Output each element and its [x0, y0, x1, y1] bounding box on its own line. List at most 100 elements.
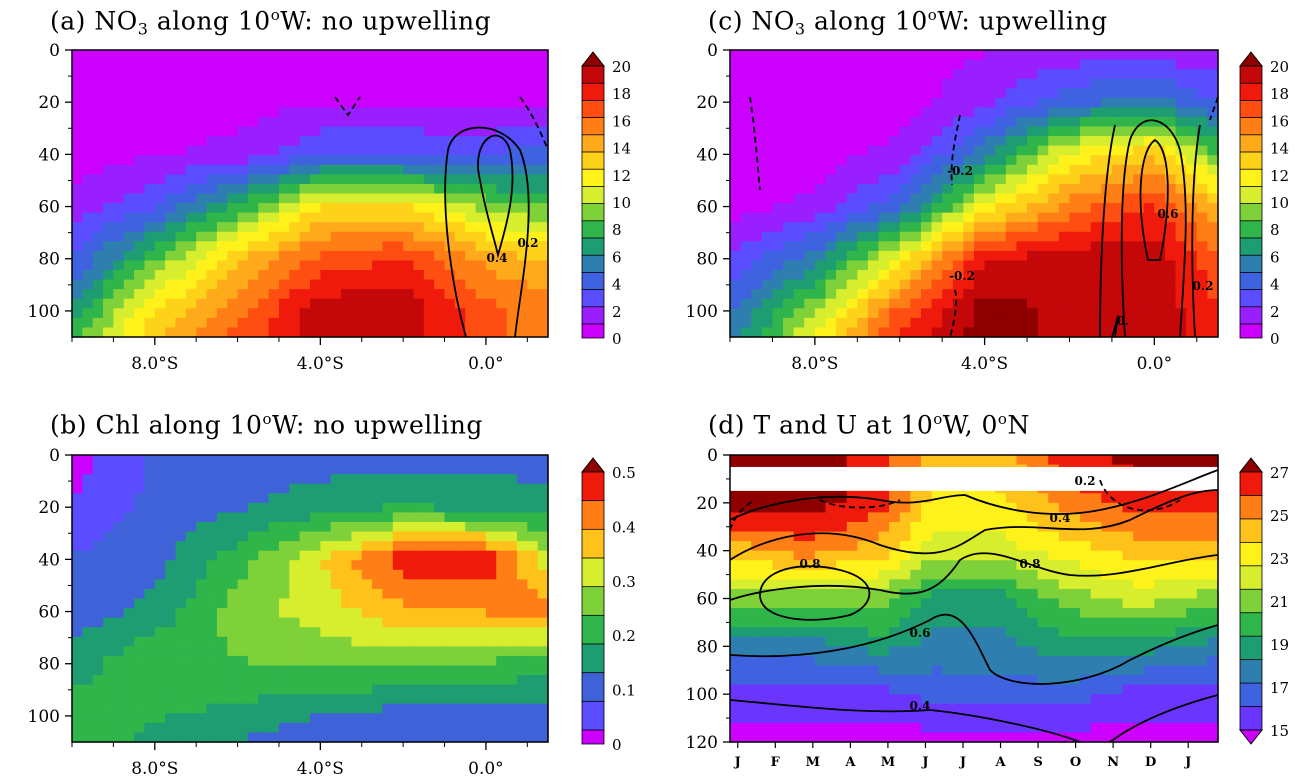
heatmap-cell [942, 579, 954, 590]
heatmap-cell [258, 107, 270, 118]
heatmap-cell [444, 694, 456, 705]
heatmap-cell [899, 308, 911, 319]
heatmap-cell [506, 88, 518, 99]
heatmap-cell [920, 145, 933, 156]
heatmap-cell [92, 483, 104, 494]
heatmap-cell [144, 732, 156, 743]
heatmap-cell [465, 222, 477, 233]
heatmap-cell [942, 69, 954, 80]
heatmap-cell [247, 107, 259, 118]
heatmap-cell [423, 665, 435, 676]
heatmap-cell [403, 665, 415, 676]
heatmap-cell [910, 579, 922, 590]
heatmap-cell [278, 327, 290, 338]
heatmap-cell [475, 126, 487, 137]
heatmap-cell [1186, 502, 1198, 513]
heatmap-cell [423, 327, 435, 338]
heatmap-cell [496, 703, 508, 714]
heatmap-cell [103, 193, 114, 204]
heatmap-cell [341, 116, 352, 128]
heatmap-cell [403, 512, 415, 523]
heatmap-cell [952, 560, 964, 571]
heatmap-cell [206, 541, 218, 552]
heatmap-cell [984, 531, 996, 542]
heatmap-cell [185, 107, 197, 118]
heatmap-cell [974, 126, 986, 137]
heatmap-cell [751, 116, 763, 128]
heatmap-cell [465, 655, 477, 667]
heatmap-cell [361, 241, 373, 252]
heatmap-cell [1016, 493, 1028, 504]
heatmap-cell [984, 116, 996, 128]
heatmap-cell [496, 608, 508, 619]
heatmap-cell [113, 627, 125, 638]
heatmap-cell [910, 241, 922, 252]
heatmap-cell [1058, 50, 1071, 61]
heatmap-cell [1133, 298, 1145, 309]
heatmap-cell [82, 145, 94, 156]
heatmap-cell [185, 203, 197, 214]
heatmap-cell [413, 655, 425, 667]
heatmap-cell [403, 270, 415, 281]
heatmap-cell [1090, 541, 1102, 552]
heatmap-cell [1058, 317, 1071, 329]
heatmap-cell [878, 241, 890, 252]
heatmap-cell [82, 88, 94, 99]
heatmap-cell [496, 455, 508, 466]
heatmap-cell [113, 713, 125, 724]
heatmap-cell [92, 579, 104, 590]
heatmap-cell [134, 164, 146, 175]
heatmap-cell [330, 183, 342, 195]
heatmap-cell [899, 279, 911, 290]
heatmap-cell [1175, 78, 1187, 89]
heatmap-cell [1175, 260, 1187, 271]
heatmap-cell [1196, 212, 1208, 223]
heatmap-cell [382, 541, 394, 552]
heatmap-cell [1090, 250, 1102, 262]
heatmap-cell [206, 560, 218, 571]
heatmap-cell [92, 107, 104, 118]
heatmap-cell [185, 327, 197, 338]
heatmap-cell [310, 627, 321, 638]
heatmap-cell [154, 164, 166, 175]
heatmap-cell [920, 69, 933, 80]
heatmap-cell [403, 579, 415, 590]
heatmap-cell [175, 155, 187, 166]
heatmap-cell [144, 569, 156, 580]
heatmap-cell [382, 164, 394, 175]
heatmap-cell [846, 560, 858, 571]
heatmap-cell [423, 145, 435, 156]
heatmap-cell [1164, 231, 1177, 242]
heatmap-cell [206, 241, 218, 252]
heatmap-cell [1016, 50, 1028, 61]
heatmap-cell [465, 289, 477, 300]
heatmap-cell [103, 512, 114, 523]
heatmap-cell [974, 78, 986, 89]
heatmap-cell [123, 174, 135, 185]
heatmap-cell [165, 694, 177, 705]
heatmap-cell [320, 493, 332, 504]
heatmap-cell [351, 145, 363, 156]
heatmap-cell [103, 107, 114, 118]
heatmap-cell [185, 703, 197, 714]
heatmap-cell [72, 550, 83, 561]
heatmap-cell [793, 193, 805, 204]
heatmap-cell [836, 203, 848, 214]
heatmap-cell [1186, 569, 1198, 580]
heatmap-cell [485, 502, 497, 513]
heatmap-cell [1080, 164, 1092, 175]
heatmap-cell [1058, 512, 1071, 523]
heatmap-cell [372, 88, 384, 99]
heatmap-cell [496, 550, 508, 561]
heatmap-cell [465, 722, 477, 734]
heatmap-cell [392, 279, 404, 290]
heatmap-cell [310, 531, 321, 542]
heatmap-cell [372, 193, 384, 204]
heatmap-cell [299, 502, 311, 513]
heatmap-cell [227, 69, 239, 80]
heatmap-cell [423, 250, 435, 262]
heatmap-cell [299, 116, 311, 128]
heatmap-cell [496, 713, 508, 724]
heatmap-cell [454, 627, 466, 638]
heatmap-cell [185, 684, 197, 695]
